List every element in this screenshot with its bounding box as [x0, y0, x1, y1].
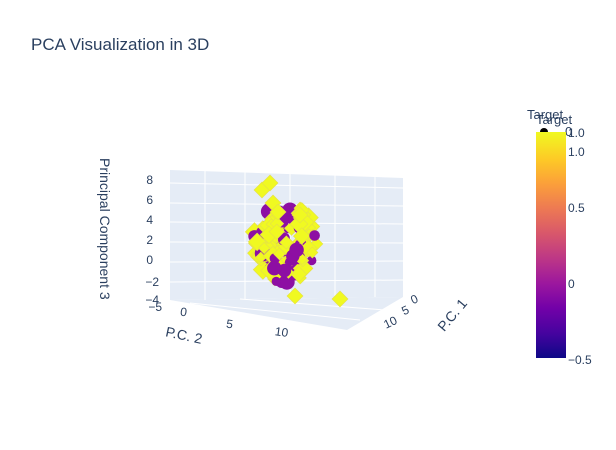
data-point-target-1[interactable]: [257, 241, 271, 255]
data-point-target-1[interactable]: [290, 265, 308, 283]
data-point-target-1[interactable]: [273, 247, 286, 261]
x-axis-title: P.C. 1: [434, 295, 470, 334]
data-point-target-0[interactable]: [306, 255, 317, 266]
data-point-target-1[interactable]: [269, 203, 287, 221]
z-tick-label: 8: [146, 173, 153, 187]
y-tick-label: 10: [274, 324, 289, 340]
colorbar-tick-label: 0.5: [568, 201, 585, 215]
data-point-target-0[interactable]: [289, 242, 304, 258]
data-point-target-1[interactable]: [291, 206, 309, 224]
legend-title: Target: [527, 107, 564, 122]
y-axis-title: P.C. 2: [164, 323, 204, 346]
data-point-target-1[interactable]: [247, 232, 267, 252]
colorbar-tick-label: 1.0: [568, 126, 585, 140]
data-point-target-0[interactable]: [309, 230, 320, 241]
data-point-target-1[interactable]: [286, 287, 304, 305]
x-tick-label: 10: [381, 313, 399, 331]
x-tick-label: 0: [408, 291, 420, 307]
floor-plane: [170, 297, 403, 330]
z-tick-label: 0: [146, 253, 153, 267]
scene-3d[interactable]: [169, 170, 404, 330]
data-points: [244, 174, 349, 308]
data-point-target-0[interactable]: [271, 276, 281, 286]
chart-title: PCA Visualization in 3D: [31, 35, 209, 54]
data-point-target-1[interactable]: [261, 174, 279, 192]
y-tick-label-neg: −5: [148, 300, 162, 314]
z-tick-label: −2: [145, 275, 159, 289]
z-tick-label: 4: [146, 213, 153, 227]
data-point-target-1[interactable]: [292, 227, 311, 245]
colorbar-tick-label: −0.5: [568, 353, 592, 367]
y-tick-label: 0: [179, 305, 188, 320]
colorbar-tick-label: 1.0: [568, 145, 585, 159]
z-axis-title: Principal Component 3: [97, 158, 113, 300]
data-point-target-1[interactable]: [306, 246, 319, 259]
data-point-target-1[interactable]: [268, 223, 285, 240]
data-point-target-0[interactable]: [267, 261, 282, 276]
colorbar-tick-label: 0: [568, 277, 575, 291]
legend-entry-label[interactable]: 0: [565, 124, 572, 139]
x-tick-label: 5: [399, 302, 411, 318]
data-point-target-1[interactable]: [279, 235, 294, 250]
colorbar: [536, 132, 566, 358]
colorbar-title: Target: [536, 112, 573, 127]
z-tick-label: −4: [145, 293, 159, 307]
y-tick-label: 5: [225, 317, 234, 332]
z-tick-label: 2: [146, 233, 153, 247]
data-point-target-1[interactable]: [331, 290, 349, 308]
data-point-target-0[interactable]: [279, 274, 295, 290]
z-tick-label: 6: [146, 193, 153, 207]
